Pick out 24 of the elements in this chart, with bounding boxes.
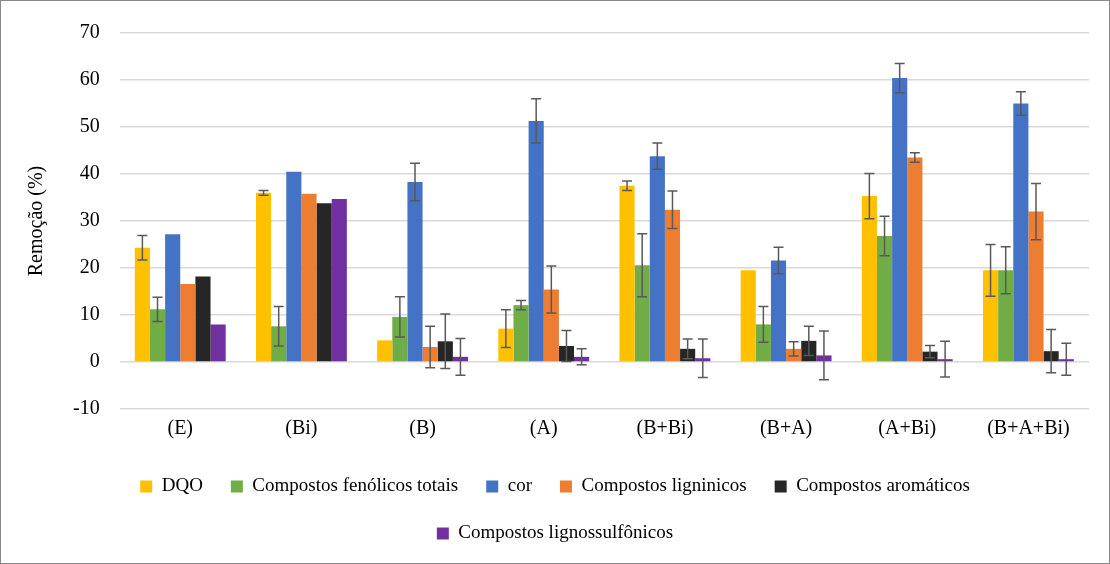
y-tick-label: 50 [79,114,100,137]
legend-label: Compostos ligninicos [581,474,747,496]
x-tick-label: (B+A) [759,416,813,440]
x-tick-label: (B+Bi) [636,416,694,440]
x-tick-label: (A) [529,416,558,440]
x-tick-label: (B) [409,416,436,440]
y-tick-label: 70 [79,20,100,43]
x-tick-label: (B+A+Bi) [987,416,1070,440]
legend-label: cor [507,474,533,496]
y-tick-label: -10 [72,396,100,419]
x-tick-label: (E) [167,416,194,440]
y-tick-label: 30 [79,208,100,231]
y-axis-title: Remoção (%) [24,165,48,277]
x-tick-label: (Bi) [285,416,318,440]
y-tick-label: 40 [79,161,100,184]
legend-label: Compostos lignossulfônicos [458,521,674,543]
x-tick-label: (A+Bi) [878,416,937,440]
legend-label: Compostos fenólicos totais [252,474,459,496]
y-tick-label: 60 [79,67,100,90]
legend-label: Compostos aromáticos [796,474,970,496]
y-tick-label: 0 [89,349,100,372]
legend-label: DQO [161,474,203,496]
y-tick-label: 20 [79,255,100,278]
y-tick-label: 10 [79,302,100,325]
